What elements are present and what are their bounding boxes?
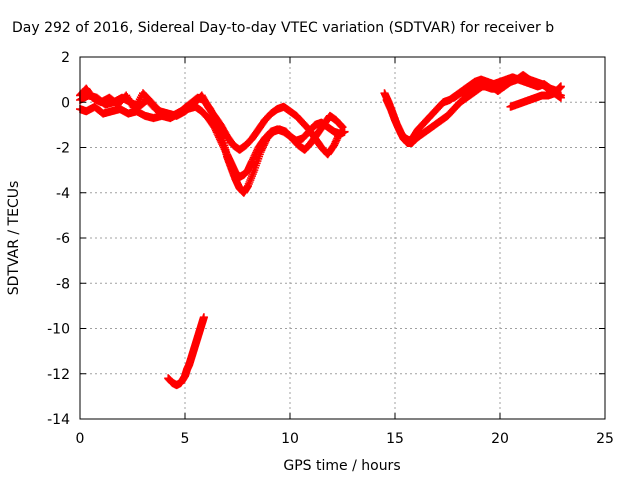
y-tick-label: -2: [56, 141, 70, 157]
x-tick-label: 0: [76, 431, 85, 447]
x-tick-label: 20: [491, 431, 509, 447]
x-tick-label: 10: [281, 431, 299, 447]
y-tick-label: -4: [56, 186, 70, 202]
data-point: [336, 127, 345, 136]
y-axis-label: SDTVAR / TECUs: [6, 181, 22, 296]
data-series: [506, 89, 565, 111]
data-point: [556, 93, 565, 102]
y-tick-label: -12: [47, 367, 70, 383]
data-series: [449, 82, 509, 102]
data-point: [500, 82, 509, 91]
x-tick-label: 15: [386, 431, 404, 447]
chart-title: Day 292 of 2016, Sidereal Day-to-day VTE…: [12, 20, 555, 36]
y-tick-label: 0: [61, 95, 70, 111]
data-point: [338, 123, 347, 132]
data-series: [76, 84, 345, 159]
y-tick-label: -10: [47, 322, 70, 338]
y-tick-label: -8: [56, 276, 70, 292]
data-point: [556, 82, 565, 91]
x-axis-label: GPS time / hours: [283, 458, 400, 474]
data-series: [164, 313, 208, 390]
y-tick-label: -14: [47, 412, 70, 428]
data-point: [199, 313, 208, 322]
data-points: [76, 71, 565, 390]
y-tick-label: -6: [56, 231, 70, 247]
y-tick-label: 2: [61, 50, 70, 66]
x-tick-label: 5: [181, 431, 190, 447]
x-tick-label: 25: [596, 431, 614, 447]
